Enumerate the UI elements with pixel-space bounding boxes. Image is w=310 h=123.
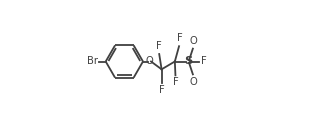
Text: F: F bbox=[201, 56, 206, 67]
Text: F: F bbox=[173, 77, 178, 87]
Text: Br: Br bbox=[87, 56, 99, 67]
Text: O: O bbox=[146, 56, 153, 67]
Text: F: F bbox=[159, 85, 165, 95]
Text: S: S bbox=[184, 56, 192, 67]
Text: O: O bbox=[190, 36, 198, 46]
Text: F: F bbox=[177, 33, 183, 43]
Text: F: F bbox=[156, 41, 162, 51]
Text: O: O bbox=[190, 77, 198, 87]
